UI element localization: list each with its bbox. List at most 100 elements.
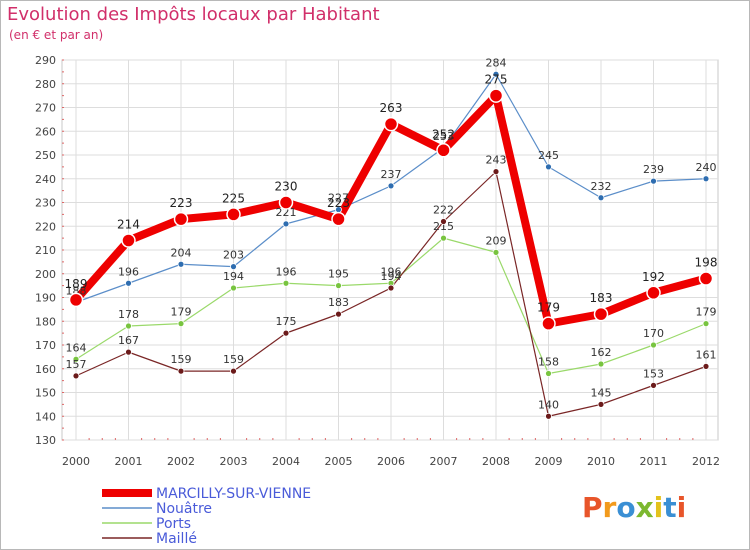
data-label: 145 xyxy=(591,386,612,399)
data-label: 225 xyxy=(222,191,245,205)
data-label: 140 xyxy=(538,398,559,411)
data-point xyxy=(335,282,342,290)
data-label: 214 xyxy=(117,218,140,232)
data-label: 178 xyxy=(118,308,139,321)
x-tick-label: 2000 xyxy=(62,455,90,468)
y-tick-label: 220 xyxy=(35,220,56,233)
y-tick-label: 260 xyxy=(35,125,56,138)
data-point xyxy=(230,284,237,292)
data-label: 195 xyxy=(328,268,349,281)
data-point xyxy=(335,310,342,318)
y-tick-label: 140 xyxy=(35,410,56,423)
x-tick-label: 2010 xyxy=(587,455,615,468)
data-point xyxy=(230,367,237,375)
data-label: 253 xyxy=(433,130,454,143)
data-point xyxy=(597,194,605,202)
data-point xyxy=(593,306,609,322)
data-label: 170 xyxy=(643,327,664,340)
data-label: 196 xyxy=(381,265,402,278)
x-tick-label: 2011 xyxy=(640,455,668,468)
data-point xyxy=(545,163,552,171)
data-point xyxy=(492,248,500,256)
legend-label: Nouâtre xyxy=(156,501,212,517)
data-point xyxy=(702,175,710,183)
data-label: 175 xyxy=(276,315,297,328)
data-label: 183 xyxy=(328,296,349,309)
data-label: 203 xyxy=(223,249,244,262)
data-point xyxy=(440,234,447,242)
data-label: 240 xyxy=(696,161,717,174)
data-label: 158 xyxy=(538,356,559,369)
legend-label: Ports xyxy=(156,516,191,532)
data-label: 153 xyxy=(643,367,664,380)
data-point xyxy=(125,322,132,330)
data-point xyxy=(177,367,185,375)
data-point xyxy=(650,177,657,185)
data-label: 232 xyxy=(591,180,612,193)
data-label: 221 xyxy=(276,206,297,219)
data-label: 252 xyxy=(432,127,455,141)
data-point xyxy=(646,285,661,300)
data-point xyxy=(68,292,84,308)
x-tick-label: 2006 xyxy=(377,455,405,468)
x-tick-label: 2003 xyxy=(220,455,248,468)
data-label: 230 xyxy=(275,180,298,194)
y-tick-label: 130 xyxy=(35,434,56,447)
data-point xyxy=(282,279,290,287)
x-tick-label: 2001 xyxy=(115,455,143,468)
data-label: 223 xyxy=(170,196,193,210)
data-label: 161 xyxy=(696,348,717,361)
data-point xyxy=(278,195,294,210)
x-tick-label: 2008 xyxy=(482,455,510,468)
data-point xyxy=(488,88,504,103)
y-tick-label: 190 xyxy=(35,292,56,305)
data-point xyxy=(387,182,395,190)
data-label: 196 xyxy=(118,265,139,278)
data-point xyxy=(650,341,657,349)
y-tick-label: 290 xyxy=(35,54,56,67)
data-label: 196 xyxy=(276,265,297,278)
data-label: 179 xyxy=(696,306,717,319)
data-label: 159 xyxy=(171,353,192,366)
data-label: 179 xyxy=(171,306,192,319)
y-tick-label: 240 xyxy=(35,173,56,186)
y-tick-label: 270 xyxy=(35,102,56,115)
data-point xyxy=(230,263,237,271)
data-point xyxy=(387,284,395,292)
data-label: 194 xyxy=(223,270,244,283)
data-point xyxy=(698,271,714,286)
data-label: 239 xyxy=(643,163,664,176)
data-label: 164 xyxy=(66,341,87,354)
data-point xyxy=(541,316,556,331)
data-label: 188 xyxy=(66,284,87,297)
x-tick-label: 2007 xyxy=(430,455,458,468)
data-point xyxy=(545,412,552,420)
x-tick-label: 2002 xyxy=(167,455,195,468)
data-label: 198 xyxy=(695,256,718,270)
data-label: 189 xyxy=(65,277,88,291)
data-label: 275 xyxy=(485,73,508,87)
data-point xyxy=(436,143,451,158)
legend-label: Maillé xyxy=(156,531,197,547)
x-tick-label: 2012 xyxy=(692,455,720,468)
data-point xyxy=(440,218,447,225)
data-point xyxy=(492,70,500,78)
data-label: 157 xyxy=(66,358,87,371)
y-tick-label: 230 xyxy=(35,197,56,210)
data-point xyxy=(597,400,605,408)
x-tick-label: 2004 xyxy=(272,455,300,468)
data-label: 192 xyxy=(642,270,665,284)
y-tick-label: 250 xyxy=(35,149,56,162)
data-label: 167 xyxy=(118,334,139,347)
data-label: 204 xyxy=(171,246,192,259)
data-point xyxy=(331,211,346,227)
x-tick-label: 2009 xyxy=(535,455,563,468)
data-point xyxy=(702,320,710,328)
data-label: 159 xyxy=(223,353,244,366)
data-point xyxy=(282,329,290,337)
y-tick-label: 210 xyxy=(35,244,56,257)
proxiti-logo: Proxiti xyxy=(582,491,686,524)
data-point xyxy=(226,207,241,222)
data-point xyxy=(125,348,132,356)
